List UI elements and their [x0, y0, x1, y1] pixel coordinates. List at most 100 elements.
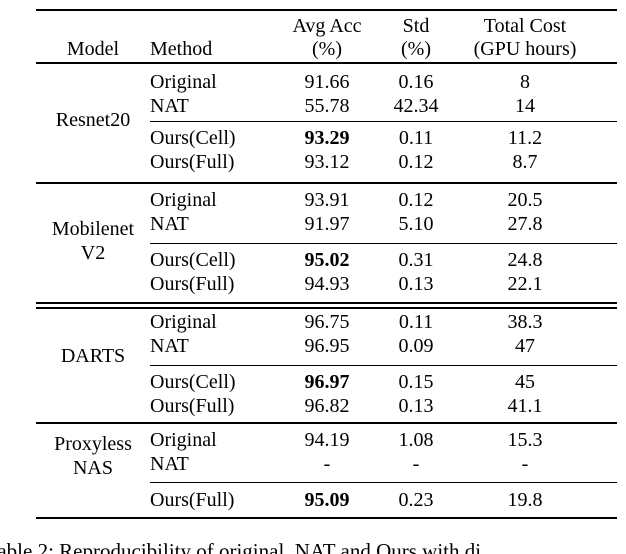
- table-row: Ours(Cell) 96.97 0.15 45: [36, 371, 617, 393]
- cost-cell: 22.1: [507, 273, 543, 295]
- std-cell: 0.13: [398, 395, 434, 417]
- table-row: Ours(Cell) 95.02 0.31 24.8: [36, 249, 617, 271]
- method-cell: Ours(Cell): [150, 127, 236, 149]
- table-row: NAT 96.95 0.09 47: [36, 335, 617, 357]
- method-cell: Ours(Full): [150, 489, 235, 511]
- table-row: Original 91.66 0.16 8: [36, 71, 617, 93]
- avg-acc-cell: 95.09: [304, 489, 350, 511]
- model-label-darts: DARTS: [60, 345, 126, 367]
- table-bottom-rule: [36, 517, 617, 519]
- header-divider-rule: [36, 62, 617, 64]
- std-cell: 42.34: [393, 95, 439, 117]
- table-row: Ours(Full) 93.12 0.12 8.7: [36, 151, 617, 173]
- cost-cell: 24.8: [507, 249, 543, 271]
- avg-acc-cell: -: [323, 453, 331, 475]
- table-row: NAT - - -: [36, 453, 617, 475]
- std-cell: 0.13: [398, 273, 434, 295]
- table-row: Ours(Full) 95.09 0.23 19.8: [36, 489, 617, 511]
- std-cell: 1.08: [398, 429, 434, 451]
- method-cell: NAT: [150, 453, 189, 475]
- method-cell: Original: [150, 429, 217, 451]
- cost-cell: 47: [515, 335, 535, 357]
- cost-cell: 20.5: [507, 189, 543, 211]
- cost-cell: 14: [515, 95, 535, 117]
- method-cell: Ours(Cell): [150, 371, 236, 393]
- column-header-avg-acc: Avg Acc: [292, 15, 362, 37]
- model-label-resnet20: Resnet20: [55, 109, 131, 131]
- avg-acc-cell: 94.93: [304, 273, 350, 295]
- cost-cell: 11.2: [507, 127, 543, 149]
- section-double-rule: [36, 302, 617, 309]
- std-cell: 0.11: [398, 311, 434, 333]
- model-label-mobilenet-v2: V2: [80, 242, 106, 264]
- method-cell: Ours(Full): [150, 395, 235, 417]
- avg-acc-cell: 55.78: [304, 95, 350, 117]
- model-label-proxyless-nas: NAS: [72, 457, 113, 479]
- method-cell: Ours(Full): [150, 151, 235, 173]
- table-row: NAT 55.78 42.34 14: [36, 95, 617, 117]
- std-cell: 0.12: [398, 189, 434, 211]
- table-row: Ours(Full) 94.93 0.13 22.1: [36, 273, 617, 295]
- method-cell: NAT: [150, 95, 189, 117]
- table-caption: Table 2: Reproducibility of original, NA…: [0, 539, 482, 554]
- column-header-total-cost: Total Cost: [483, 15, 567, 37]
- table-top-rule: [36, 9, 617, 11]
- section-divider-rule: [36, 182, 617, 184]
- method-cell: Original: [150, 311, 217, 333]
- std-cell: -: [412, 453, 420, 475]
- section-inner-rule: [150, 482, 617, 483]
- column-header-cost-unit: (GPU hours): [473, 38, 577, 60]
- std-cell: 0.15: [398, 371, 434, 393]
- method-cell: NAT: [150, 335, 189, 357]
- table-row: Original 96.75 0.11 38.3: [36, 311, 617, 333]
- column-header-std: Std: [402, 15, 430, 37]
- table-row: Ours(Cell) 93.29 0.11 11.2: [36, 127, 617, 149]
- avg-acc-cell: 93.91: [304, 189, 350, 211]
- column-header-method: Method: [150, 38, 213, 60]
- table-row: Original 93.91 0.12 20.5: [36, 189, 617, 211]
- section-inner-rule: [150, 365, 617, 366]
- avg-acc-cell: 93.12: [304, 151, 350, 173]
- section-divider-rule: [36, 422, 617, 424]
- method-cell: Original: [150, 71, 217, 93]
- std-cell: 5.10: [398, 213, 434, 235]
- std-cell: 0.11: [398, 127, 434, 149]
- table-row: Ours(Full) 96.82 0.13 41.1: [36, 395, 617, 417]
- method-cell: Original: [150, 189, 217, 211]
- cost-cell: 41.1: [507, 395, 543, 417]
- cost-cell: -: [521, 453, 529, 475]
- avg-acc-cell: 94.19: [304, 429, 350, 451]
- cost-cell: 8: [520, 71, 530, 93]
- cost-cell: 27.8: [507, 213, 543, 235]
- avg-acc-cell: 96.75: [304, 311, 350, 333]
- model-label-proxyless: Proxyless: [54, 433, 132, 455]
- model-label-mobilenet: Mobilenet: [51, 218, 135, 240]
- std-cell: 0.12: [398, 151, 434, 173]
- table-row: Original 94.19 1.08 15.3: [36, 429, 617, 451]
- results-table: Avg Acc Std Total Cost Model Method (%) …: [36, 9, 617, 524]
- avg-acc-cell: 96.95: [304, 335, 350, 357]
- avg-acc-cell: 93.29: [304, 127, 350, 149]
- avg-acc-cell: 96.82: [304, 395, 350, 417]
- std-cell: 0.09: [398, 335, 434, 357]
- avg-acc-cell: 96.97: [304, 371, 350, 393]
- column-header-model: Model: [66, 38, 120, 60]
- section-inner-rule: [150, 121, 617, 122]
- section-inner-rule: [150, 243, 617, 244]
- avg-acc-cell: 91.97: [304, 213, 350, 235]
- column-header-avg-unit: (%): [312, 38, 342, 60]
- cost-cell: 8.7: [512, 151, 538, 173]
- std-cell: 0.31: [398, 249, 434, 271]
- table-row: NAT 91.97 5.10 27.8: [36, 213, 617, 235]
- method-cell: Ours(Full): [150, 273, 235, 295]
- cost-cell: 38.3: [507, 311, 543, 333]
- std-cell: 0.16: [398, 71, 434, 93]
- method-cell: Ours(Cell): [150, 249, 236, 271]
- cost-cell: 45: [515, 371, 535, 393]
- avg-acc-cell: 91.66: [304, 71, 350, 93]
- avg-acc-cell: 95.02: [304, 249, 350, 271]
- cost-cell: 19.8: [507, 489, 543, 511]
- cost-cell: 15.3: [507, 429, 543, 451]
- std-cell: 0.23: [398, 489, 434, 511]
